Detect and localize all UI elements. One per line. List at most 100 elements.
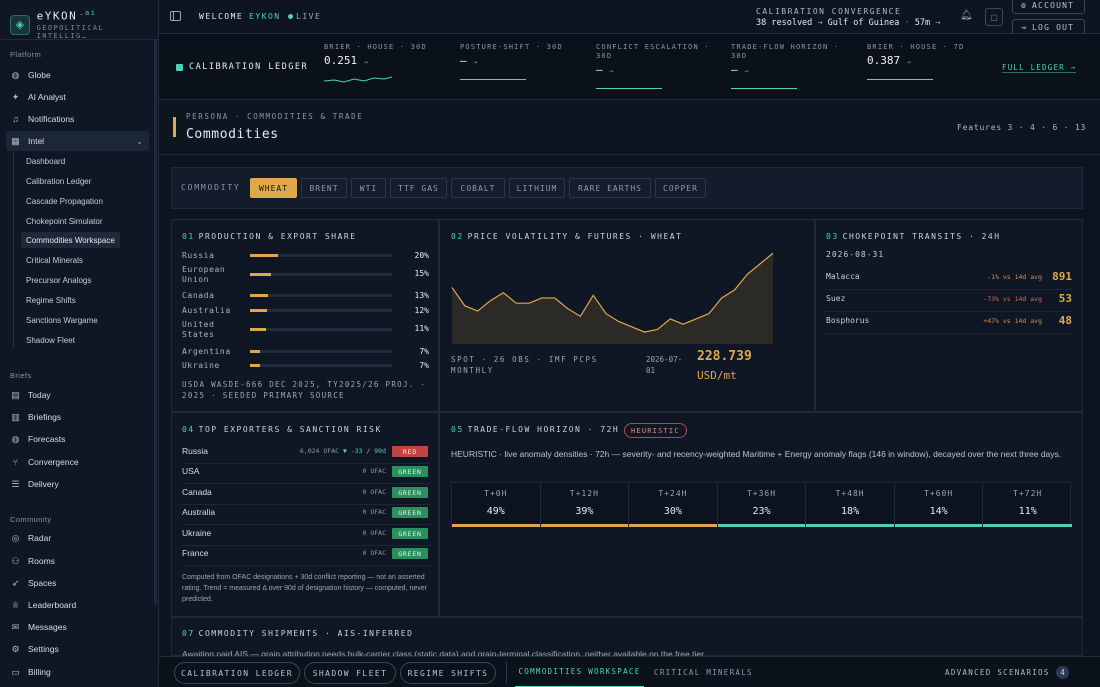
commodity-chip-rare-earths[interactable]: RARE EARTHS: [569, 178, 651, 198]
sidebar-item-intel[interactable]: ▦ Intel ⌄: [6, 131, 149, 151]
sparkle-icon: ✦: [11, 91, 20, 102]
sidebar-item-spaces[interactable]: ➶ Spaces: [6, 573, 149, 593]
horizon-value: 14%: [929, 506, 948, 517]
sidebar-item-forecasts[interactable]: ◍ Forecasts: [6, 429, 149, 449]
mail-icon: ✉: [11, 621, 20, 632]
horizon-cell[interactable]: T+60H 14%: [894, 483, 984, 527]
sidebar-item-label: AI Analyst: [28, 92, 66, 102]
convergence-summary[interactable]: 38 resolved → Gulf of Guinea · 57m →: [756, 18, 941, 28]
commodity-chip-wti[interactable]: WTI: [351, 178, 386, 198]
ledger-metric[interactable]: POSTURE-SHIFT · 30D — →: [460, 43, 563, 67]
production-row: Argentina 7%: [182, 347, 432, 367]
commodity-chip-cobalt[interactable]: COBALT: [451, 178, 505, 198]
sidebar-subitem-sanctions-wargame[interactable]: Sanctions Wargame: [26, 315, 98, 325]
horizon-cell[interactable]: T+24H 30%: [629, 483, 718, 527]
risk-badge: GREEN: [392, 507, 428, 518]
sidebar-item-settings[interactable]: ⚙ Settings: [6, 639, 149, 659]
sidebar-subitem-shadow-fleet[interactable]: Shadow Fleet: [26, 335, 75, 345]
sidebar-item-delivery[interactable]: ☰ Delivery: [6, 474, 149, 494]
commodity-chip-wheat[interactable]: WHEAT: [250, 178, 297, 198]
sidebar-subitem-calibration-ledger[interactable]: Calibration Ledger: [26, 176, 92, 186]
sidebar-subitem-commodities-workspace[interactable]: Commodities Workspace: [21, 232, 120, 248]
commodity-label: COMMODITY: [181, 183, 241, 192]
shipments-note: Awaiting paid AIS — grain attribution ne…: [182, 649, 706, 656]
calibration-ledger-strip: CALIBRATION LEDGER BRIER · HOUSE · 30D 0.…: [159, 34, 1100, 100]
horizon-cell[interactable]: T+72H 11%: [983, 483, 1072, 527]
persona-accent-bar: [173, 117, 176, 137]
brand[interactable]: ◈ eYKON .ai GEOPOLITICAL INTELLIG…: [0, 0, 158, 40]
people-icon: ⚇: [11, 555, 20, 566]
ledger-metric[interactable]: BRIER · HOUSE · 7D 0.387 →: [867, 43, 965, 67]
production-country: Canada: [182, 291, 215, 300]
sidebar-subitem-regime-shifts[interactable]: Regime Shifts: [26, 295, 76, 305]
sidebar-item-rooms[interactable]: ⚇ Rooms: [6, 551, 149, 571]
exporter-row[interactable]: Ukraine 0 OFAC GREEN: [182, 526, 430, 546]
exporter-ofac-count: 0 OFAC: [362, 529, 386, 537]
exporter-row[interactable]: Canada 0 OFAC GREEN: [182, 485, 430, 505]
sidebar-item-billing[interactable]: ▭ Billing: [6, 662, 149, 682]
sidebar-item-today[interactable]: ▤ Today: [6, 385, 149, 405]
submenu-guide-line: [13, 152, 14, 348]
sidebar-subitem-chokepoint-simulator[interactable]: Chokepoint Simulator: [26, 216, 103, 226]
display-toggle-icon[interactable]: ▢: [985, 8, 1003, 26]
production-percent: 12%: [414, 306, 429, 315]
sidebar-item-notifications[interactable]: ♫ Notifications: [6, 109, 149, 129]
brand-subtitle: GEOPOLITICAL INTELLIG…: [36, 23, 105, 40]
sidebar-item-briefings[interactable]: ▥ Briefings: [6, 407, 149, 427]
live-label: LIVE: [296, 12, 322, 21]
horizon-strip: T+0H 49% T+12H 39% T+24H 30% T+36H 23% T+48H 18% T…: [451, 482, 1072, 527]
sidebar-subitem-dashboard[interactable]: Dashboard: [26, 156, 66, 166]
sidebar-item-messages[interactable]: ✉ Messages: [6, 617, 149, 637]
document-icon: ▥: [11, 411, 20, 422]
ledger-metric[interactable]: TRADE-FLOW HORIZON · 30D — →: [731, 43, 840, 76]
tab-critical-minerals[interactable]: CRITICAL MINERALS: [654, 668, 753, 677]
horizon-label: T+36H: [746, 489, 777, 498]
exporter-name: France: [182, 548, 209, 558]
ledger-metric[interactable]: CONFLICT ESCALATION · 30D — →: [596, 43, 710, 76]
notifications-bell-icon[interactable]: 🔔︎: [960, 10, 973, 21]
production-bar: [250, 309, 268, 312]
sidebar-item-label: Spaces: [28, 578, 57, 588]
sidebar-item-ai-analyst[interactable]: ✦ AI Analyst: [6, 87, 149, 107]
horizon-cell[interactable]: T+36H 23%: [717, 483, 807, 527]
horizon-cell[interactable]: T+48H 18%: [806, 483, 895, 527]
heuristic-badge: HEURISTIC: [624, 423, 687, 438]
advanced-scenarios-button[interactable]: ADVANCED SCENARIOS: [945, 668, 1050, 677]
exporter-row[interactable]: USA 0 OFAC GREEN: [182, 464, 430, 484]
exporter-row[interactable]: France 0 OFAC GREEN: [182, 546, 430, 566]
chokepoint-name: Suez: [826, 294, 846, 303]
chokepoint-row[interactable]: Suez -73% vs 14d avg 53: [826, 291, 1072, 312]
commodity-chip-brent[interactable]: BRENT: [301, 178, 347, 198]
commodity-chip-lithium[interactable]: LITHIUM: [509, 178, 565, 198]
sidebar-item-leaderboard[interactable]: ♕ Leaderboard: [6, 595, 149, 615]
account-button[interactable]: ⚙ ACCOUNT: [1012, 0, 1085, 14]
section-title-community: Community: [10, 515, 52, 524]
commodity-chip-ttf-gas[interactable]: TTF GAS: [390, 178, 447, 198]
sidebar-scrollbar[interactable]: [154, 40, 157, 605]
horizon-cell[interactable]: T+12H 39%: [540, 483, 630, 527]
tab-commodities-workspace[interactable]: COMMODITIES WORKSPACE: [515, 657, 644, 687]
sidebar-toggle-icon[interactable]: [170, 11, 181, 21]
sidebar-item-radar[interactable]: ◎ Radar: [6, 528, 149, 548]
production-bar: [250, 254, 279, 257]
ledger-sparkline: [460, 79, 526, 80]
pill-regime-shifts[interactable]: REGIME SHIFTS: [400, 662, 496, 684]
sidebar-item-globe[interactable]: ◍ Globe: [6, 65, 149, 85]
horizon-cell[interactable]: T+0H 49%: [452, 483, 541, 527]
grid-icon: ▦: [11, 135, 20, 146]
exporter-row[interactable]: Russia 6,024 OFAC ▼ -33 / 90d RED: [182, 444, 430, 464]
sidebar-subitem-cascade-propagation[interactable]: Cascade Propagation: [26, 196, 103, 206]
chokepoint-row[interactable]: Bosphorus +47% vs 14d avg 48: [826, 313, 1072, 334]
commodity-chip-copper[interactable]: COPPER: [655, 178, 706, 198]
pill-shadow-fleet[interactable]: SHADOW FLEET: [304, 662, 396, 684]
exporter-row[interactable]: Australia 0 OFAC GREEN: [182, 505, 430, 525]
full-ledger-link[interactable]: FULL LEDGER →: [1002, 63, 1077, 73]
pill-calibration-ledger[interactable]: CALIBRATION LEDGER: [174, 662, 300, 684]
chokepoint-row[interactable]: Malacca -1% vs 14d avg 891: [826, 269, 1072, 290]
ledger-metric[interactable]: BRIER · HOUSE · 30D 0.251 →: [324, 43, 427, 67]
sidebar-subitem-critical-minerals[interactable]: Critical Minerals: [26, 255, 83, 265]
bottom-bar: CALIBRATION LEDGER SHADOW FLEET REGIME S…: [159, 656, 1100, 687]
sidebar-item-convergence[interactable]: ⑂ Convergence: [6, 452, 149, 472]
sidebar-subitem-precursor-analogs[interactable]: Precursor Analogs: [26, 275, 92, 285]
price-area-chart[interactable]: [450, 244, 775, 344]
